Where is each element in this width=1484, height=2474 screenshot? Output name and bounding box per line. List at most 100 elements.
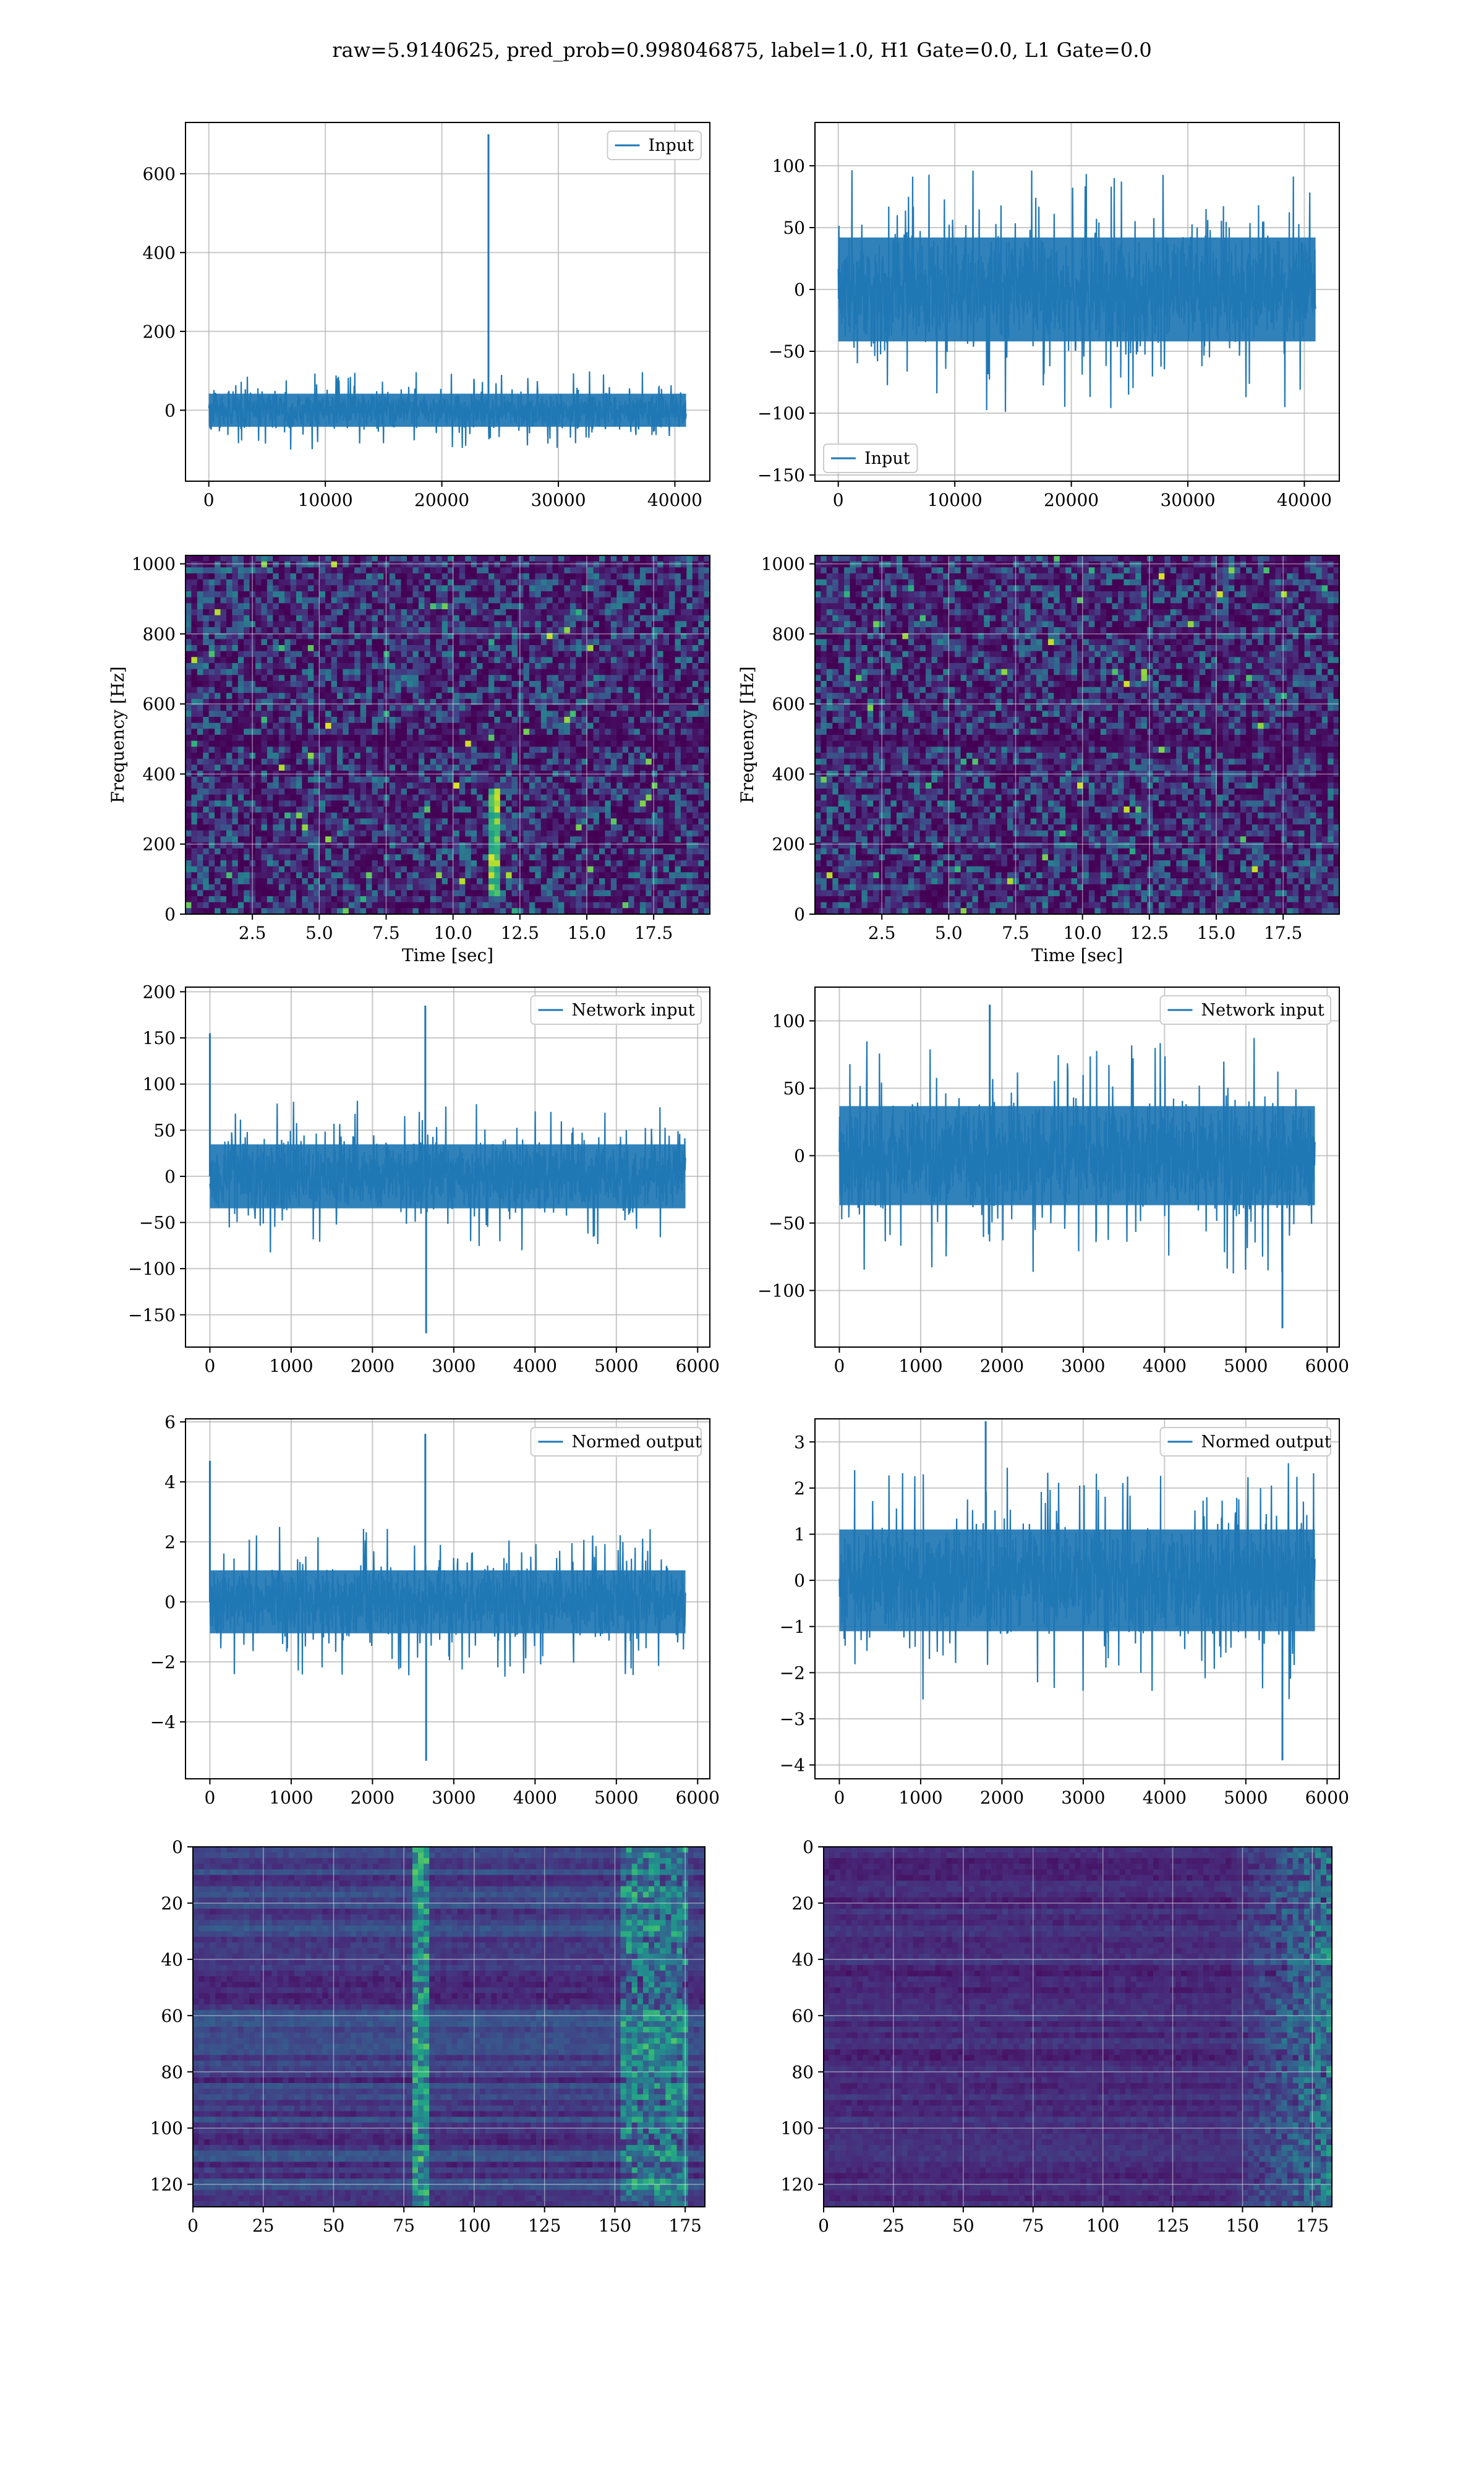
feature-map-h1-xtick-label-5: 125 xyxy=(528,2215,561,2236)
input-h1-xtick-label-4: 40000 xyxy=(647,490,702,510)
feature-map-l1-ytick-label-4: 80 xyxy=(791,2062,814,2082)
network-input-l1-legend: Network input xyxy=(1161,996,1331,1024)
network-input-l1-xtick-label-2: 2000 xyxy=(980,1356,1024,1376)
input-l1-legend: Input xyxy=(824,444,918,473)
spectrogram-h1-xtick-label-5: 15.0 xyxy=(568,923,606,943)
normed-output-h1-xtick-label-4: 4000 xyxy=(513,1787,557,1808)
network-input-h1-ytick-label-1: −100 xyxy=(128,1259,176,1279)
normed-output-h1-ytick-label-4: 4 xyxy=(164,1472,176,1492)
chart-network-input-h1: 0 1000 2000 3000 4000 5000 6000−150−100−500501… xyxy=(128,982,720,1376)
input-h1-series-band xyxy=(209,394,686,427)
feature-map-l1-ytick-label-3: 60 xyxy=(791,2006,814,2026)
network-input-l1-ytick-label-3: 50 xyxy=(783,1078,805,1098)
input-l1-ytick-label-3: 0 xyxy=(794,280,805,300)
spectrogram-h1-cells xyxy=(186,555,710,915)
feature-map-l1-ytick-label-2: 40 xyxy=(791,1950,814,1970)
network-input-l1-ytick-label-1: −50 xyxy=(769,1213,805,1233)
normed-output-h1-series-band xyxy=(210,1570,685,1633)
spectrogram-h1-ytick-label-2: 400 xyxy=(143,764,176,784)
spectrogram-h1-ytick-label-5: 1000 xyxy=(132,554,176,575)
normed-output-l1-xtick-label-1: 1000 xyxy=(898,1787,942,1808)
feature-map-l1-cells xyxy=(824,1847,1333,2207)
chart-spectrogram-l1: 2.5 5.0 7.5 10.0 12.5 15.0 17.5020040060080010… xyxy=(737,554,1340,965)
normed-output-h1-ytick-label-3: 2 xyxy=(164,1532,176,1552)
network-input-l1-xtick-label-5: 5000 xyxy=(1224,1356,1268,1376)
spectrogram-h1-xtick-label-3: 10.0 xyxy=(433,923,472,943)
spectrogram-h1-ytick-label-0: 0 xyxy=(164,904,176,925)
network-input-l1-ytick-label-0: −100 xyxy=(757,1280,805,1301)
normed-output-l1-ytick-label-0: −4 xyxy=(780,1755,805,1776)
input-l1-ytick-label-2: −50 xyxy=(769,341,805,362)
spectrogram-l1-ytick-label-2: 400 xyxy=(772,764,805,784)
feature-map-h1-ytick-label-4: 80 xyxy=(161,2062,183,2082)
network-input-l1-series-band xyxy=(839,1106,1315,1205)
spectrogram-l1-xtick-label-4: 12.5 xyxy=(1130,923,1169,943)
input-l1-xtick-label-2: 20000 xyxy=(1044,490,1099,510)
feature-map-h1-ytick-label-3: 60 xyxy=(161,2006,183,2026)
chart-network-input-l1: 0 1000 2000 3000 4000 5000 6000−100−50050100Ne… xyxy=(757,987,1349,1376)
input-l1-ytick-label-5: 100 xyxy=(772,156,805,176)
input-l1-ytick-label-1: −100 xyxy=(757,403,805,424)
feature-map-h1-ytick-label-5: 100 xyxy=(150,2118,183,2139)
input-l1-ytick-label-4: 50 xyxy=(783,218,805,238)
spectrogram-l1-ytick-label-3: 600 xyxy=(772,694,805,714)
normed-output-h1-ytick-label-2: 0 xyxy=(164,1592,176,1612)
normed-output-h1-ytick-label-1: −2 xyxy=(150,1652,176,1672)
spectrogram-l1-xtick-label-5: 15.0 xyxy=(1197,923,1235,943)
input-l1-xtick-label-1: 10000 xyxy=(927,490,983,510)
network-input-h1-series-band xyxy=(210,1144,685,1208)
feature-map-h1-xtick-label-0: 0 xyxy=(187,2215,198,2236)
spectrogram-l1-xtick-label-1: 5.0 xyxy=(935,923,963,943)
feature-map-l1-xtick-label-3: 75 xyxy=(1022,2215,1044,2236)
normed-output-l1-ytick-label-3: −1 xyxy=(780,1617,805,1637)
network-input-l1-ytick-label-2: 0 xyxy=(794,1145,805,1166)
feature-map-h1-ytick-label-6: 120 xyxy=(150,2175,183,2195)
normed-output-l1-ytick-label-2: −2 xyxy=(780,1663,805,1683)
spectrogram-h1-ytick-label-1: 200 xyxy=(143,834,176,855)
network-input-h1-ytick-label-4: 50 xyxy=(153,1120,176,1141)
feature-map-l1-ytick-label-5: 100 xyxy=(781,2118,814,2139)
normed-output-h1-xtick-label-1: 1000 xyxy=(269,1787,313,1808)
feature-map-h1-ytick-label-0: 0 xyxy=(172,1837,183,1857)
feature-map-h1-xtick-label-2: 50 xyxy=(323,2215,345,2236)
network-input-h1-xtick-label-0: 0 xyxy=(205,1356,216,1376)
input-l1-ytick-label-0: −150 xyxy=(757,465,805,486)
input-l1-xtick-label-3: 30000 xyxy=(1160,490,1215,510)
spectrogram-l1-xlabel: Time [sec] xyxy=(1031,945,1123,965)
feature-map-h1-cells xyxy=(193,1847,706,2207)
network-input-h1-ytick-label-5: 100 xyxy=(143,1074,176,1095)
normed-output-l1-ytick-label-7: 3 xyxy=(794,1432,805,1452)
spectrogram-l1-ytick-label-5: 1000 xyxy=(761,554,805,575)
spectrogram-h1-xtick-label-4: 12.5 xyxy=(501,923,539,943)
feature-map-l1-xtick-label-7: 175 xyxy=(1296,2215,1329,2236)
input-h1-xtick-label-3: 30000 xyxy=(531,490,586,510)
feature-map-l1-xtick-label-0: 0 xyxy=(818,2215,829,2236)
feature-map-h1-xtick-label-4: 100 xyxy=(458,2215,490,2236)
network-input-l1-xtick-label-6: 6000 xyxy=(1305,1356,1349,1376)
network-input-h1-ytick-label-2: −50 xyxy=(139,1213,176,1233)
network-input-h1-legend: Network input xyxy=(531,996,702,1024)
spectrogram-l1-xtick-label-2: 7.5 xyxy=(1002,923,1030,943)
network-input-h1-ytick-label-0: −150 xyxy=(128,1305,176,1325)
normed-output-l1-xtick-label-5: 5000 xyxy=(1224,1787,1268,1808)
normed-output-l1-ytick-label-4: 0 xyxy=(794,1570,805,1591)
spectrogram-h1-ytick-label-3: 600 xyxy=(143,694,176,714)
spectrogram-l1-ylabel: Frequency [Hz] xyxy=(737,666,757,803)
feature-map-h1-xtick-label-3: 75 xyxy=(393,2215,415,2236)
chart-spectrogram-h1: 2.5 5.0 7.5 10.0 12.5 15.0 17.5020040060080010… xyxy=(108,554,710,965)
normed-output-h1-xtick-label-6: 6000 xyxy=(676,1787,720,1808)
input-h1-ytick-label-0: 0 xyxy=(164,400,176,421)
normed-output-l1-ytick-label-1: −3 xyxy=(780,1709,805,1729)
feature-map-l1-ytick-label-6: 120 xyxy=(781,2175,814,2195)
spectrogram-l1-ytick-label-1: 200 xyxy=(772,834,805,855)
feature-map-l1-xtick-label-1: 25 xyxy=(882,2215,905,2236)
spectrogram-l1-cells xyxy=(815,555,1340,915)
normed-output-l1-series-band xyxy=(839,1530,1315,1632)
input-h1-legend-label: Input xyxy=(649,136,694,155)
input-h1-xtick-label-0: 0 xyxy=(203,490,215,510)
network-input-l1-xtick-label-3: 3000 xyxy=(1061,1356,1105,1376)
